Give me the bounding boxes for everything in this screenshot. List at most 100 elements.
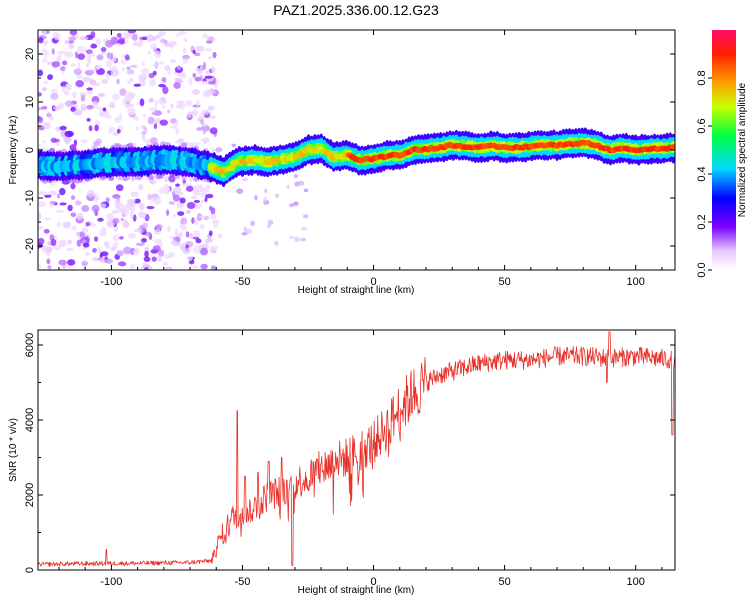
noise-blob [144, 250, 149, 258]
noise-blob [210, 265, 217, 270]
noise-blob [157, 249, 165, 257]
noise-blob [94, 124, 99, 132]
noise-blob [157, 255, 162, 262]
noise-blob [82, 242, 90, 248]
noise-blob [123, 219, 128, 226]
noise-blob [267, 219, 274, 226]
noise-blob [172, 194, 181, 202]
noise-blob [59, 125, 67, 131]
noise-blob [190, 195, 197, 200]
noise-blob [43, 217, 51, 221]
noise-blob [170, 103, 174, 109]
noise-blob [200, 263, 208, 270]
noise-blob [192, 230, 201, 238]
noise-blob [92, 248, 97, 253]
noise-blob [76, 212, 84, 221]
noise-blob [38, 69, 44, 77]
noise-blob [114, 43, 122, 47]
noise-blob [135, 126, 140, 131]
noise-blob [96, 246, 103, 251]
x-tick-label: 0 [370, 576, 376, 588]
noise-blob [102, 107, 107, 112]
y-tick-label: 0 [24, 567, 36, 573]
noise-blob [113, 233, 119, 242]
noise-blob [96, 54, 104, 61]
noise-blob [126, 107, 136, 116]
noise-blob [139, 202, 145, 211]
noise-blob [158, 61, 165, 65]
y-tick-label: 6000 [24, 333, 36, 357]
noise-blob [185, 231, 190, 238]
noise-blob [199, 64, 204, 73]
noise-blob [66, 239, 73, 245]
noise-blob [141, 68, 150, 75]
noise-blob [101, 51, 106, 55]
noise-blob [133, 228, 142, 233]
noise-blob [188, 77, 193, 86]
noise-blob [254, 194, 258, 201]
noise-blob [97, 217, 104, 222]
noise-blob [192, 49, 196, 55]
noise-blob [207, 105, 215, 111]
noise-blob [53, 245, 62, 251]
noise-blob [51, 48, 55, 55]
noise-blob [42, 30, 47, 37]
x-tick-label: -50 [235, 276, 251, 288]
colorbar-tick-label: 0.6 [696, 118, 708, 133]
noise-blob [202, 61, 207, 70]
noise-blob [109, 66, 118, 71]
noise-blob [88, 125, 93, 132]
noise-blob [130, 191, 139, 197]
noise-blob [129, 263, 136, 270]
noise-blob [245, 228, 253, 235]
noise-blob [117, 261, 127, 267]
noise-blob [147, 193, 152, 201]
y-tick-label: -10 [24, 190, 36, 206]
noise-blob [85, 49, 93, 54]
noise-blob [177, 138, 185, 143]
noise-blob [206, 89, 216, 95]
noise-blob [153, 62, 159, 69]
noise-blob [57, 50, 66, 55]
noise-blob [41, 48, 47, 52]
noise-blob [189, 233, 194, 239]
noise-blob [186, 209, 191, 214]
noise-blob [154, 50, 161, 59]
noise-blob [67, 259, 76, 266]
noise-blob [86, 87, 93, 91]
noise-blob [112, 132, 119, 136]
noise-blob [46, 61, 50, 66]
noise-blob [200, 119, 204, 125]
noise-blob [106, 213, 115, 221]
noise-blob [127, 232, 137, 239]
noise-blob [186, 185, 194, 192]
noise-blob [38, 237, 45, 245]
noise-blob [293, 201, 299, 206]
snr-frame [37, 329, 676, 571]
noise-blob [205, 47, 212, 52]
noise-blob [210, 212, 217, 220]
noise-blob [62, 60, 68, 66]
colorbar-tick-label: 0.2 [696, 214, 708, 229]
noise-blob [192, 89, 200, 95]
noise-blob [208, 56, 213, 60]
ridge-halo [136, 175, 143, 181]
noise-blob [115, 184, 124, 192]
spectrogram-x-label: Height of straight line (km) [298, 285, 415, 296]
noise-blob [42, 139, 46, 144]
noise-blob [46, 112, 52, 118]
noise-blob [199, 202, 203, 207]
noise-blob [70, 195, 76, 201]
noise-blob [138, 184, 144, 191]
noise-blob [148, 72, 155, 79]
noise-blob [42, 121, 51, 130]
noise-blob [68, 43, 75, 50]
noise-blob [144, 139, 152, 145]
noise-blob [86, 104, 94, 110]
x-tick-label: 50 [498, 276, 510, 288]
noise-blob [186, 201, 196, 210]
y-tick-label: -20 [24, 238, 36, 254]
noise-blob [69, 144, 77, 152]
noise-blob [112, 217, 120, 224]
noise-blob [38, 37, 44, 44]
